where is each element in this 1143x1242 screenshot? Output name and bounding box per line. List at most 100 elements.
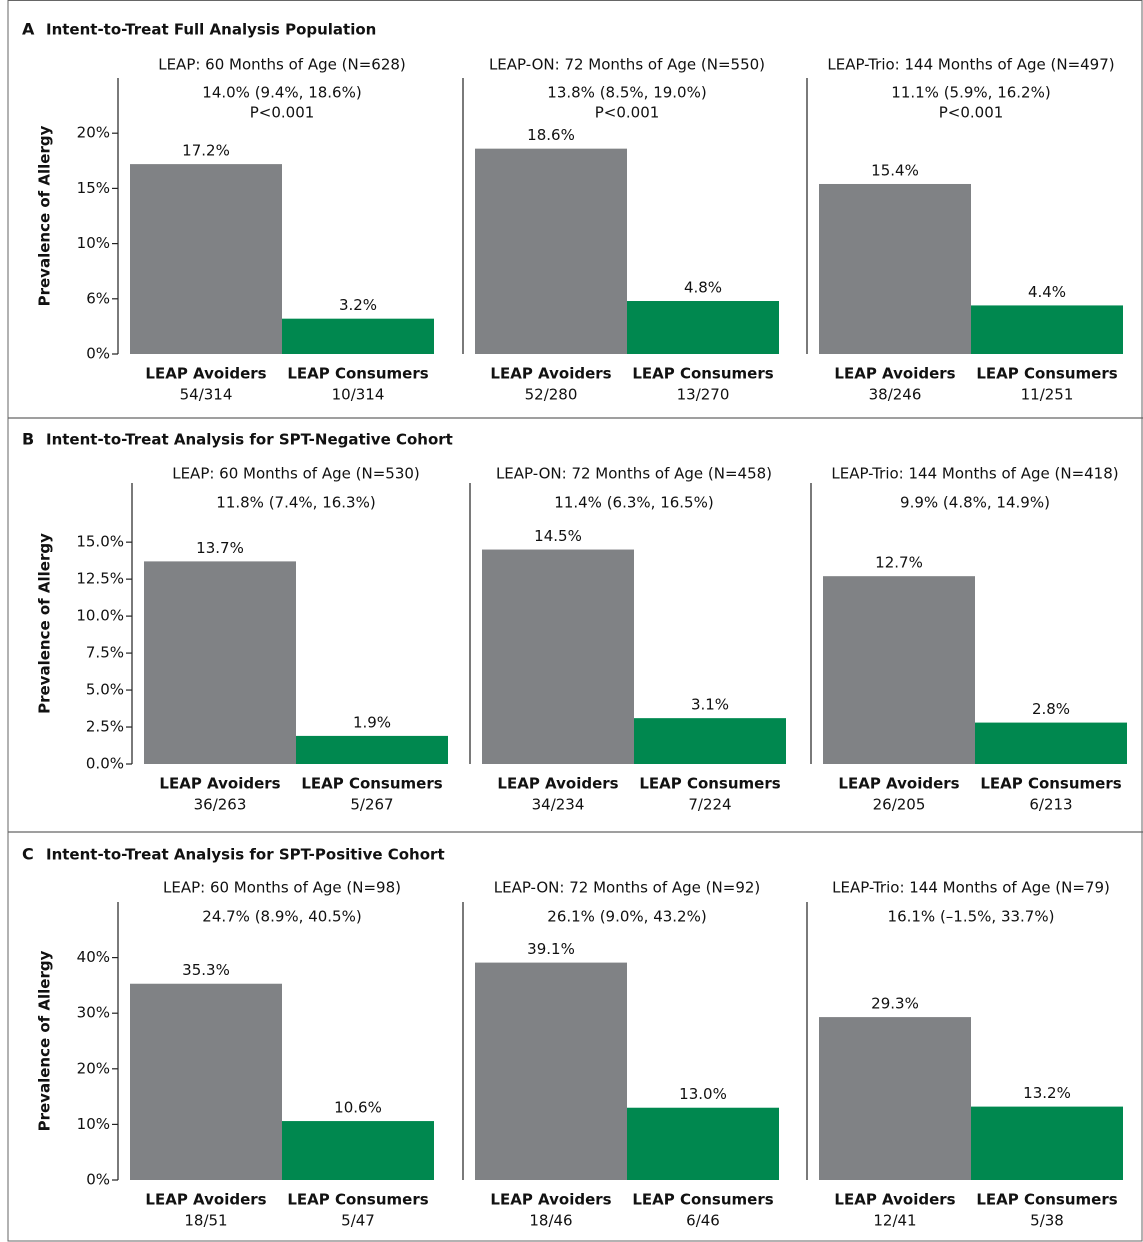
bar	[975, 722, 1127, 764]
panel-letter: C	[22, 845, 34, 864]
bar	[823, 576, 975, 764]
count-label: 26/205	[873, 796, 926, 814]
bar	[482, 549, 634, 764]
y-axis-label: Prevalence of Allergy	[36, 125, 54, 306]
count-label: 11/251	[1021, 386, 1074, 404]
count-label: 10/314	[332, 386, 385, 404]
category-label: LEAP Avoiders	[490, 365, 611, 383]
annotation: 14.0% (9.4%, 18.6%)	[202, 84, 361, 102]
panel-letter: A	[22, 20, 35, 39]
count-label: 18/51	[184, 1212, 227, 1230]
value-label: 14.5%	[534, 527, 582, 545]
category-label: LEAP Avoiders	[145, 1191, 266, 1209]
value-label: 4.4%	[1028, 283, 1066, 301]
count-label: 34/234	[532, 796, 585, 814]
annotation: 11.4% (6.3%, 16.5%)	[554, 494, 713, 512]
count-label: 7/224	[688, 796, 731, 814]
panel-letter: B	[22, 430, 34, 449]
annotation: 24.7% (8.9%, 40.5%)	[202, 908, 361, 926]
value-label: 3.1%	[691, 696, 729, 714]
panel-title: Intent-to-Treat Analysis for SPT-Positiv…	[46, 846, 445, 864]
y-tick-label: 0%	[86, 345, 110, 363]
category-label: LEAP Consumers	[287, 1191, 428, 1209]
value-label: 39.1%	[527, 940, 575, 958]
category-label: LEAP Consumers	[287, 365, 428, 383]
value-label: 13.2%	[1023, 1084, 1071, 1102]
annotation: 9.9% (4.8%, 14.9%)	[900, 494, 1050, 512]
count-label: 52/280	[525, 386, 578, 404]
y-tick-label: 0%	[86, 1171, 110, 1189]
count-label: 36/263	[194, 796, 247, 814]
value-label: 2.8%	[1032, 700, 1070, 718]
count-label: 6/46	[686, 1212, 720, 1230]
value-label: 17.2%	[182, 142, 230, 160]
value-label: 13.0%	[679, 1085, 727, 1103]
y-tick-label: 12.5%	[76, 570, 124, 588]
bar	[819, 1017, 971, 1180]
count-label: 5/47	[341, 1212, 375, 1230]
category-label: LEAP Consumers	[976, 1191, 1117, 1209]
y-tick-label: 6%	[86, 289, 110, 307]
y-axis-label: Prevalence of Allergy	[36, 950, 54, 1131]
frame	[7, 0, 1143, 1242]
bar	[282, 1121, 434, 1180]
bar	[819, 183, 971, 354]
bar	[130, 164, 282, 354]
bar	[634, 718, 786, 764]
category-label: LEAP Consumers	[301, 775, 442, 793]
count-label: 13/270	[677, 386, 730, 404]
chart-title: LEAP-ON: 72 Months of Age (N=550)	[489, 56, 765, 74]
y-tick-label: 10.0%	[76, 607, 124, 625]
category-label: LEAP Consumers	[632, 1191, 773, 1209]
category-label: LEAP Consumers	[632, 365, 773, 383]
bar	[475, 962, 627, 1180]
chart-title: LEAP-Trio: 144 Months of Age (N=497)	[827, 56, 1114, 74]
value-label: 3.2%	[339, 296, 377, 314]
value-label: 1.9%	[353, 713, 391, 731]
bar	[971, 305, 1123, 354]
value-label: 29.3%	[871, 995, 919, 1013]
annotation: P<0.001	[595, 104, 660, 122]
category-label: LEAP Avoiders	[145, 365, 266, 383]
category-label: LEAP Consumers	[639, 775, 780, 793]
value-label: 12.7%	[875, 554, 923, 572]
y-tick-label: 20%	[77, 124, 110, 142]
bar	[144, 561, 296, 764]
value-label: 4.8%	[684, 279, 722, 297]
y-tick-label: 30%	[77, 1004, 110, 1022]
count-label: 5/38	[1030, 1212, 1064, 1230]
panel-title: Intent-to-Treat Full Analysis Population	[46, 21, 376, 39]
value-label: 18.6%	[527, 126, 575, 144]
count-label: 38/246	[869, 386, 922, 404]
annotation: 11.1% (5.9%, 16.2%)	[891, 84, 1050, 102]
y-tick-label: 7.5%	[86, 644, 124, 662]
count-label: 18/46	[529, 1212, 572, 1230]
bar	[296, 735, 448, 764]
chart-title: LEAP-ON: 72 Months of Age (N=458)	[496, 465, 772, 483]
category-label: LEAP Consumers	[976, 365, 1117, 383]
bar	[627, 301, 779, 354]
value-label: 15.4%	[871, 161, 919, 179]
value-label: 10.6%	[334, 1099, 382, 1117]
bar	[627, 1107, 779, 1180]
category-label: LEAP Avoiders	[497, 775, 618, 793]
category-label: LEAP Avoiders	[838, 775, 959, 793]
chart-title: LEAP: 60 Months of Age (N=628)	[158, 56, 406, 74]
y-tick-label: 0.0%	[86, 755, 124, 773]
y-tick-label: 15%	[77, 179, 110, 197]
annotation: 13.8% (8.5%, 19.0%)	[547, 84, 706, 102]
bar	[130, 983, 282, 1180]
chart-title: LEAP-ON: 72 Months of Age (N=92)	[494, 879, 761, 897]
count-label: 12/41	[873, 1212, 916, 1230]
value-label: 13.7%	[196, 539, 244, 557]
annotation: 26.1% (9.0%, 43.2%)	[547, 908, 706, 926]
chart-title: LEAP-Trio: 144 Months of Age (N=418)	[831, 465, 1118, 483]
chart-title: LEAP: 60 Months of Age (N=530)	[172, 465, 420, 483]
y-tick-label: 5.0%	[86, 681, 124, 699]
count-label: 6/213	[1029, 796, 1072, 814]
category-label: LEAP Avoiders	[159, 775, 280, 793]
chart-title: LEAP: 60 Months of Age (N=98)	[163, 879, 401, 897]
category-label: LEAP Avoiders	[490, 1191, 611, 1209]
y-tick-label: 40%	[77, 948, 110, 966]
